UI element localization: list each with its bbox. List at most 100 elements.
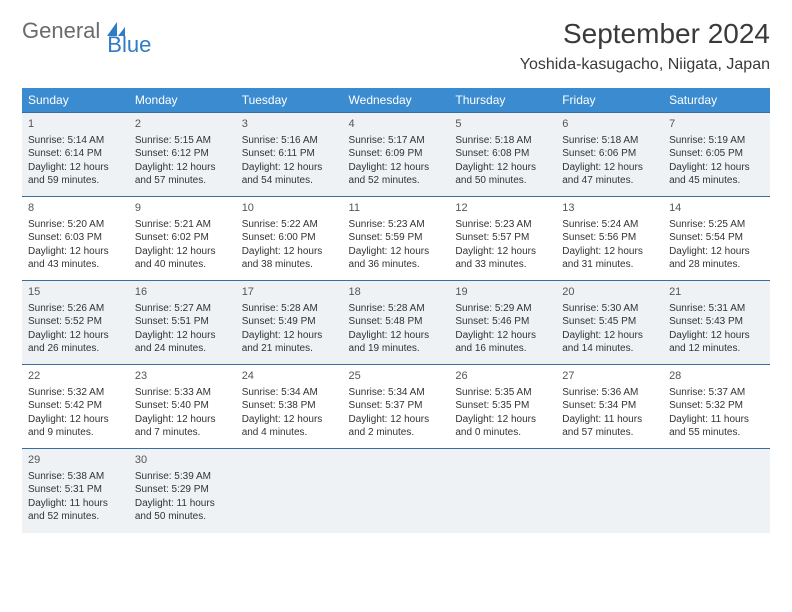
day-number: 11 — [349, 201, 444, 216]
day-number: 23 — [135, 369, 230, 384]
sunset-line: Sunset: 6:12 PM — [135, 147, 230, 161]
calendar-day-cell: 21Sunrise: 5:31 AMSunset: 5:43 PMDayligh… — [663, 281, 770, 365]
sunset-line: Sunset: 6:11 PM — [242, 147, 337, 161]
calendar-empty-cell — [343, 449, 450, 533]
calendar-day-cell: 23Sunrise: 5:33 AMSunset: 5:40 PMDayligh… — [129, 365, 236, 449]
daylight-line: Daylight: 12 hours and 47 minutes. — [562, 161, 657, 188]
day-number: 9 — [135, 201, 230, 216]
day-number: 19 — [455, 285, 550, 300]
sunrise-line: Sunrise: 5:27 AM — [135, 302, 230, 316]
calendar-empty-cell — [556, 449, 663, 533]
daylight-line: Daylight: 11 hours and 57 minutes. — [562, 413, 657, 440]
day-number: 18 — [349, 285, 444, 300]
sunset-line: Sunset: 5:54 PM — [669, 231, 764, 245]
day-number: 21 — [669, 285, 764, 300]
day-number: 17 — [242, 285, 337, 300]
calendar-day-cell: 16Sunrise: 5:27 AMSunset: 5:51 PMDayligh… — [129, 281, 236, 365]
daylight-line: Daylight: 12 hours and 40 minutes. — [135, 245, 230, 272]
calendar-day-cell: 25 Sunrise: 5:34 AMSunset: 5:37 PMDayligh… — [343, 365, 450, 449]
sunrise-line: Sunrise: 5:26 AM — [28, 302, 123, 316]
sunrise-line: Sunrise: 5:18 AM — [562, 134, 657, 148]
day-number: 2 — [135, 117, 230, 132]
daylight-line: Daylight: 12 hours and 36 minutes. — [349, 245, 444, 272]
calendar-body: 1Sunrise: 5:14 AMSunset: 6:14 PMDaylight… — [22, 113, 770, 533]
daylight-line: Daylight: 12 hours and 19 minutes. — [349, 329, 444, 356]
daylight-line: Daylight: 12 hours and 12 minutes. — [669, 329, 764, 356]
daylight-line: Daylight: 12 hours and 38 minutes. — [242, 245, 337, 272]
calendar-week-row: 1Sunrise: 5:14 AMSunset: 6:14 PMDaylight… — [22, 113, 770, 197]
calendar-day-cell: 30Sunrise: 5:39 AMSunset: 5:29 PMDayligh… — [129, 449, 236, 533]
daylight-line: Daylight: 12 hours and 2 minutes. — [349, 413, 444, 440]
calendar-day-cell: 2Sunrise: 5:15 AMSunset: 6:12 PMDaylight… — [129, 113, 236, 197]
day-number: 14 — [669, 201, 764, 216]
sunset-line: Sunset: 6:00 PM — [242, 231, 337, 245]
sunset-line: Sunset: 5:46 PM — [455, 315, 550, 329]
sunrise-line: Sunrise: 5:34 AM — [349, 386, 444, 400]
sunset-line: Sunset: 5:32 PM — [669, 399, 764, 413]
daylight-line: Daylight: 11 hours and 50 minutes. — [135, 497, 230, 524]
daylight-line: Daylight: 12 hours and 16 minutes. — [455, 329, 550, 356]
sunset-line: Sunset: 5:59 PM — [349, 231, 444, 245]
sunrise-line: Sunrise: 5:19 AM — [669, 134, 764, 148]
sunrise-line: Sunrise: 5:24 AM — [562, 218, 657, 232]
daylight-line: Daylight: 12 hours and 24 minutes. — [135, 329, 230, 356]
day-number: 20 — [562, 285, 657, 300]
calendar-day-cell: 9Sunrise: 5:21 AMSunset: 6:02 PMDaylight… — [129, 197, 236, 281]
day-number: 16 — [135, 285, 230, 300]
calendar-empty-cell — [449, 449, 556, 533]
sunset-line: Sunset: 5:56 PM — [562, 231, 657, 245]
sunset-line: Sunset: 5:38 PM — [242, 399, 337, 413]
weekday-header: Sunday — [22, 88, 129, 113]
sunset-line: Sunset: 5:45 PM — [562, 315, 657, 329]
calendar-day-cell: 22Sunrise: 5:32 AMSunset: 5:42 PMDayligh… — [22, 365, 129, 449]
daylight-line: Daylight: 12 hours and 21 minutes. — [242, 329, 337, 356]
daylight-line: Daylight: 12 hours and 33 minutes. — [455, 245, 550, 272]
day-number: 12 — [455, 201, 550, 216]
calendar-day-cell: 12Sunrise: 5:23 AMSunset: 5:57 PMDayligh… — [449, 197, 556, 281]
calendar-day-cell: 6Sunrise: 5:18 AMSunset: 6:06 PMDaylight… — [556, 113, 663, 197]
day-number: 8 — [28, 201, 123, 216]
calendar-day-cell: 29Sunrise: 5:38 AMSunset: 5:31 PMDayligh… — [22, 449, 129, 533]
day-number: 30 — [135, 453, 230, 468]
sunset-line: Sunset: 6:09 PM — [349, 147, 444, 161]
sunset-line: Sunset: 5:34 PM — [562, 399, 657, 413]
daylight-line: Daylight: 12 hours and 28 minutes. — [669, 245, 764, 272]
sunrise-line: Sunrise: 5:31 AM — [669, 302, 764, 316]
sunrise-line: Sunrise: 5:28 AM — [349, 302, 444, 316]
calendar-week-row: 15Sunrise: 5:26 AMSunset: 5:52 PMDayligh… — [22, 281, 770, 365]
calendar-day-cell: 18 Sunrise: 5:28 AMSunset: 5:48 PMDayligh… — [343, 281, 450, 365]
sunrise-line: Sunrise: 5:35 AM — [455, 386, 550, 400]
sunrise-line: Sunrise: 5:28 AM — [242, 302, 337, 316]
sunrise-line: Sunrise: 5:16 AM — [242, 134, 337, 148]
calendar-week-row: 8Sunrise: 5:20 AMSunset: 6:03 PMDaylight… — [22, 197, 770, 281]
month-title: September 2024 — [520, 18, 770, 50]
sunset-line: Sunset: 6:03 PM — [28, 231, 123, 245]
weekday-header: Friday — [556, 88, 663, 113]
sunrise-line: Sunrise: 5:21 AM — [135, 218, 230, 232]
location: Yoshida-kasugacho, Niigata, Japan — [520, 56, 770, 74]
calendar-day-cell: 4Sunrise: 5:17 AMSunset: 6:09 PMDaylight… — [343, 113, 450, 197]
calendar-day-cell: 19Sunrise: 5:29 AMSunset: 5:46 PMDayligh… — [449, 281, 556, 365]
calendar-day-cell: 27Sunrise: 5:36 AMSunset: 5:34 PMDayligh… — [556, 365, 663, 449]
day-number: 25 — [349, 369, 444, 384]
day-number: 15 — [28, 285, 123, 300]
sunrise-line: Sunrise: 5:38 AM — [28, 470, 123, 484]
sunset-line: Sunset: 5:52 PM — [28, 315, 123, 329]
sunrise-line: Sunrise: 5:15 AM — [135, 134, 230, 148]
sunset-line: Sunset: 5:49 PM — [242, 315, 337, 329]
sunset-line: Sunset: 5:48 PM — [349, 315, 444, 329]
daylight-line: Daylight: 12 hours and 31 minutes. — [562, 245, 657, 272]
day-number: 5 — [455, 117, 550, 132]
daylight-line: Daylight: 12 hours and 43 minutes. — [28, 245, 123, 272]
daylight-line: Daylight: 12 hours and 9 minutes. — [28, 413, 123, 440]
day-number: 27 — [562, 369, 657, 384]
weekday-header: Monday — [129, 88, 236, 113]
daylight-line: Daylight: 12 hours and 59 minutes. — [28, 161, 123, 188]
day-number: 7 — [669, 117, 764, 132]
sunset-line: Sunset: 6:06 PM — [562, 147, 657, 161]
daylight-line: Daylight: 12 hours and 26 minutes. — [28, 329, 123, 356]
sunset-line: Sunset: 5:37 PM — [349, 399, 444, 413]
sunset-line: Sunset: 6:08 PM — [455, 147, 550, 161]
weekday-header: Thursday — [449, 88, 556, 113]
calendar-day-cell: 8Sunrise: 5:20 AMSunset: 6:03 PMDaylight… — [22, 197, 129, 281]
